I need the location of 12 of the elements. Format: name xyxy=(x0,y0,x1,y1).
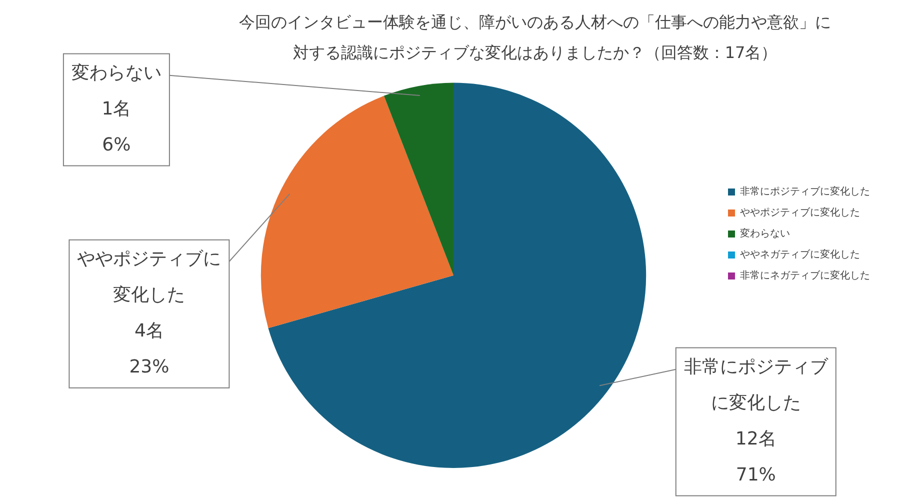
data-label: 12名 71% xyxy=(735,428,776,486)
legend-label: 非常にネガティブに変化した xyxy=(740,270,870,282)
data-label: 4名 23% xyxy=(129,320,170,378)
legend-label: ややポジティブに変化した xyxy=(740,206,860,219)
legend-label: 非常にポジティブに変化した xyxy=(740,186,870,198)
slice-label: 変わらない xyxy=(71,62,162,84)
chart-title: 今回のインタビュー体験を通じ、障がいのある人材への「仕事への能力や意欲」に対する認識にポジティブな変化はありましたか？（回答数：17名） xyxy=(239,12,831,62)
slice-label: 非常にポジティブに変化した xyxy=(684,356,829,414)
legend-label: ややネガティブに変化した xyxy=(740,248,860,261)
slice-label: ややポジティブに変化した xyxy=(77,248,222,306)
data-label: 1名 6% xyxy=(102,98,132,156)
legend-label: 変わらない xyxy=(740,228,790,240)
